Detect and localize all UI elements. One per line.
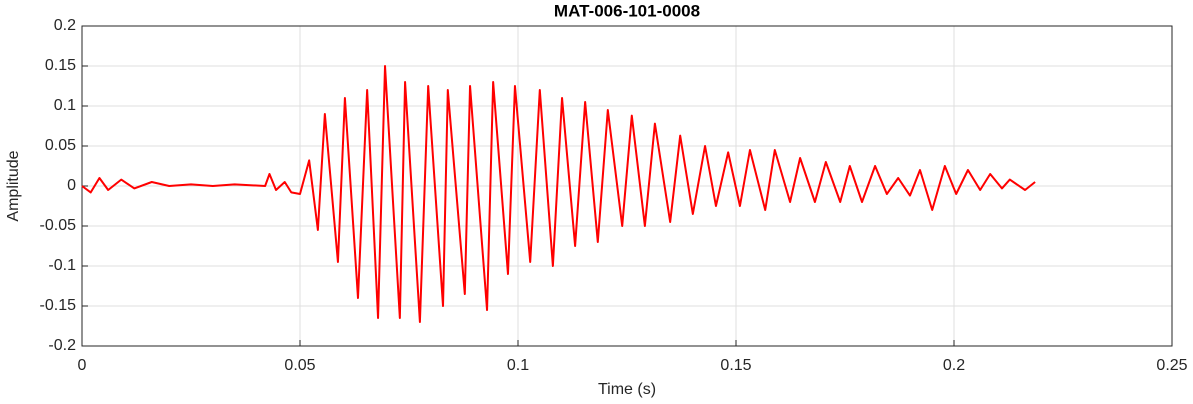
y-tick-label: -0.15 — [40, 297, 77, 314]
y-tick-label: 0.1 — [54, 97, 76, 114]
data-line — [81, 65, 1036, 323]
x-tick-label: 0.15 — [720, 357, 751, 374]
y-axis-label: Amplitude — [5, 150, 22, 221]
y-tick-label: -0.1 — [48, 257, 76, 274]
x-tick-label: 0 — [78, 357, 87, 374]
chart-title: MAT-006-101-0008 — [554, 1, 700, 20]
y-tick-label: 0.2 — [54, 17, 76, 34]
x-axis-label: Time (s) — [598, 381, 656, 398]
y-tick-label: -0.2 — [48, 337, 76, 354]
y-tick-label: 0.05 — [45, 137, 76, 154]
x-tick-label: 0.2 — [943, 357, 965, 374]
y-tick-label: 0 — [67, 177, 76, 194]
x-tick-label: 0.1 — [507, 357, 529, 374]
x-tick-label: 0.05 — [284, 357, 315, 374]
x-tick-label: 0.25 — [1156, 357, 1187, 374]
y-tick-label: -0.05 — [40, 217, 77, 234]
y-tick-label: 0.15 — [45, 57, 76, 74]
